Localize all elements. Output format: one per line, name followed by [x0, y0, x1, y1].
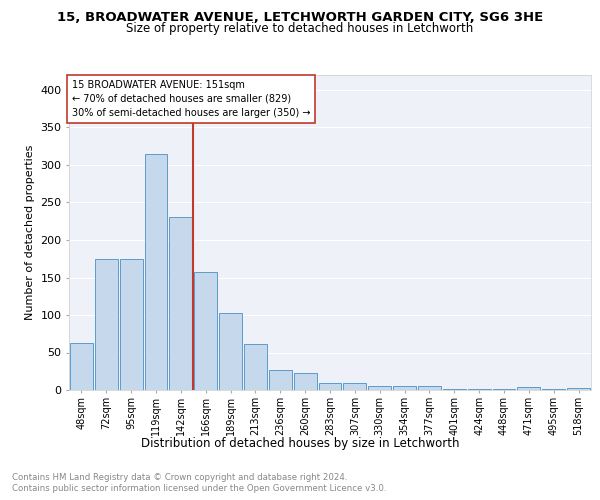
Text: Size of property relative to detached houses in Letchworth: Size of property relative to detached ho… — [127, 22, 473, 35]
Bar — [468, 389, 491, 390]
Y-axis label: Number of detached properties: Number of detached properties — [25, 145, 35, 320]
Bar — [169, 218, 192, 390]
Text: Distribution of detached houses by size in Letchworth: Distribution of detached houses by size … — [141, 438, 459, 450]
Bar — [145, 154, 167, 390]
Bar — [393, 386, 416, 390]
Text: Contains public sector information licensed under the Open Government Licence v3: Contains public sector information licen… — [12, 484, 386, 493]
Bar — [294, 373, 317, 390]
Bar — [418, 386, 441, 390]
Bar — [95, 259, 118, 390]
Bar — [219, 313, 242, 390]
Bar — [269, 370, 292, 390]
Text: 15 BROADWATER AVENUE: 151sqm
← 70% of detached houses are smaller (829)
30% of s: 15 BROADWATER AVENUE: 151sqm ← 70% of de… — [71, 80, 310, 118]
Bar — [244, 344, 267, 390]
Bar — [194, 272, 217, 390]
Text: 15, BROADWATER AVENUE, LETCHWORTH GARDEN CITY, SG6 3HE: 15, BROADWATER AVENUE, LETCHWORTH GARDEN… — [57, 11, 543, 24]
Bar — [319, 383, 341, 390]
Bar — [368, 386, 391, 390]
Bar — [443, 389, 466, 390]
Bar — [120, 259, 143, 390]
Bar — [567, 388, 590, 390]
Bar — [70, 343, 93, 390]
Bar — [517, 387, 540, 390]
Text: Contains HM Land Registry data © Crown copyright and database right 2024.: Contains HM Land Registry data © Crown c… — [12, 472, 347, 482]
Bar — [343, 382, 366, 390]
Bar — [542, 389, 565, 390]
Bar — [493, 389, 515, 390]
